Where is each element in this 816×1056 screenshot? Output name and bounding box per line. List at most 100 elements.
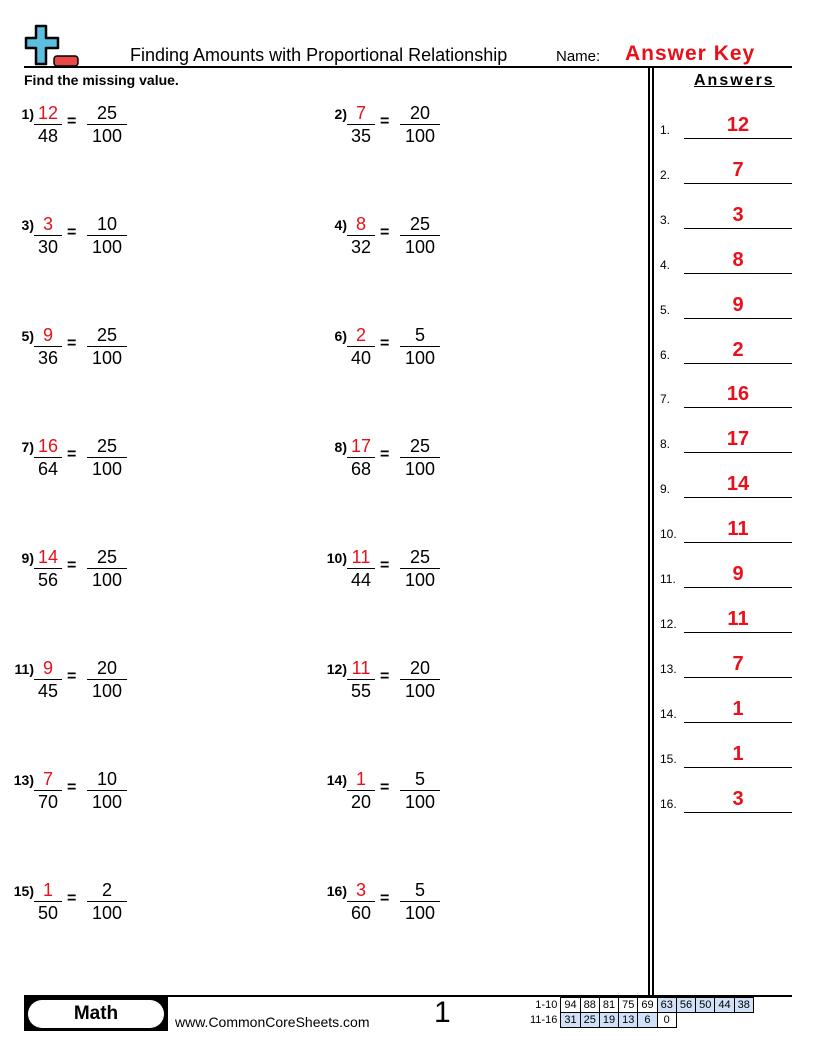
problem: 12) 11 55 = 20 100 — [323, 658, 623, 727]
denominator: 64 — [37, 459, 59, 479]
denominator: 100 — [404, 237, 436, 257]
answer-line — [684, 407, 792, 409]
denominator: 100 — [404, 126, 436, 146]
numerator: 25 — [87, 546, 127, 569]
problem: 8) 17 68 = 25 100 — [323, 436, 623, 505]
numerator: 25 — [400, 546, 440, 569]
problem-number: 9) — [21, 550, 34, 566]
problem: 13) 7 70 = 10 100 — [10, 769, 310, 838]
problem: 5) 9 36 = 25 100 — [10, 325, 310, 394]
answer-item: 1. 12 — [660, 109, 792, 139]
answer-line — [684, 317, 792, 319]
answer-value: 3 — [732, 787, 744, 810]
fraction-given: 25 100 — [87, 435, 127, 480]
denominator: 100 — [91, 459, 123, 479]
score-cell: 50 — [695, 997, 716, 1013]
numerator: 10 — [87, 213, 127, 236]
score-cell: 31 — [560, 1012, 581, 1028]
problem-number: 6) — [334, 328, 347, 344]
numerator-missing: 14 — [34, 546, 62, 569]
denominator: 50 — [37, 903, 59, 923]
score-cell: 88 — [579, 997, 600, 1013]
denominator: 44 — [350, 570, 372, 590]
fraction-given: 5 100 — [400, 324, 440, 369]
denominator: 70 — [37, 792, 59, 812]
fraction-given: 10 100 — [87, 213, 127, 258]
answer-line — [684, 497, 792, 499]
fraction-answer: 17 68 — [347, 435, 375, 480]
score-row: 11-16 31 25 19 13 6 0 — [527, 1012, 753, 1028]
fraction-answer: 8 32 — [347, 213, 375, 258]
problem-number: 1) — [21, 106, 34, 122]
answer-number: 13. — [660, 661, 677, 676]
score-cell: 38 — [733, 997, 754, 1013]
fraction-given: 25 100 — [400, 213, 440, 258]
answer-item: 13. 7 — [660, 648, 792, 678]
answer-item: 6. 2 — [660, 334, 792, 364]
answer-value: 17 — [726, 428, 750, 451]
numerator-missing: 17 — [347, 435, 375, 458]
answer-line — [684, 542, 792, 544]
score-cell: 81 — [598, 997, 620, 1013]
problem: 1) 12 48 = 25 100 — [10, 103, 310, 172]
numerator-missing: 8 — [347, 213, 375, 236]
score-cell: 69 — [637, 997, 658, 1013]
score-range: 1-10 — [535, 999, 558, 1011]
problem-number: 10) — [326, 550, 347, 566]
answer-value: 12 — [726, 114, 750, 136]
fraction-answer: 1 20 — [347, 768, 375, 813]
numerator-missing: 11 — [347, 657, 375, 680]
answer-item: 16. 3 — [660, 783, 792, 813]
denominator: 100 — [91, 570, 123, 590]
answer-number: 14. — [660, 706, 677, 721]
website-link[interactable]: www.CommonCoreSheets.com — [175, 1014, 370, 1030]
score-cell: 13 — [618, 1012, 639, 1028]
score-cell: 56 — [675, 997, 697, 1013]
denominator: 56 — [37, 570, 59, 590]
equals-sign: = — [67, 557, 77, 574]
answer-line — [684, 182, 792, 184]
answer-line — [684, 272, 792, 274]
denominator: 100 — [404, 348, 436, 368]
answer-number: 16. — [660, 796, 677, 811]
answer-number: 12. — [660, 616, 677, 631]
fraction-answer: 12 48 — [34, 102, 62, 147]
numerator-missing: 9 — [34, 657, 62, 680]
problem: 16) 3 60 = 5 100 — [323, 880, 623, 949]
problem: 10) 11 44 = 25 100 — [323, 547, 623, 616]
problem-number: 13) — [13, 772, 34, 788]
answer-column-divider — [652, 68, 654, 996]
problem-number: 7) — [21, 439, 34, 455]
answer-item: 8. 17 — [660, 423, 792, 454]
answer-number: 10. — [660, 527, 677, 542]
fraction-given: 5 100 — [400, 768, 440, 813]
answer-value: 1 — [732, 742, 744, 765]
answer-key-label: Answer Key — [625, 42, 756, 65]
instructions: Find the missing value. — [24, 72, 179, 88]
answer-item: 4. 8 — [660, 244, 792, 274]
numerator-missing: 1 — [347, 768, 375, 791]
denominator: 100 — [404, 903, 436, 923]
answer-value: 1 — [732, 697, 744, 720]
denominator: 100 — [91, 792, 123, 812]
denominator: 35 — [350, 126, 372, 146]
denominator: 32 — [350, 237, 372, 257]
equals-sign: = — [380, 668, 390, 685]
numerator: 25 — [400, 435, 440, 458]
numerator: 20 — [87, 657, 127, 680]
fraction-given: 20 100 — [400, 657, 440, 702]
score-row: 1-10 94 88 81 75 69 63 56 50 44 38 — [527, 997, 754, 1013]
answer-value: 9 — [732, 563, 744, 585]
fraction-given: 25 100 — [87, 546, 127, 591]
numerator: 5 — [400, 324, 440, 347]
answer-value: 8 — [732, 248, 744, 271]
numerator: 25 — [87, 324, 127, 347]
fraction-answer: 11 44 — [347, 546, 375, 591]
problem-number: 2) — [334, 106, 347, 122]
answer-column-divider — [648, 68, 650, 996]
answer-item: 2. 7 — [660, 154, 792, 184]
numerator-missing: 16 — [34, 435, 62, 458]
answer-item: 3. 3 — [660, 199, 792, 229]
denominator: 55 — [350, 681, 372, 701]
score-cell: 0 — [656, 1012, 677, 1028]
